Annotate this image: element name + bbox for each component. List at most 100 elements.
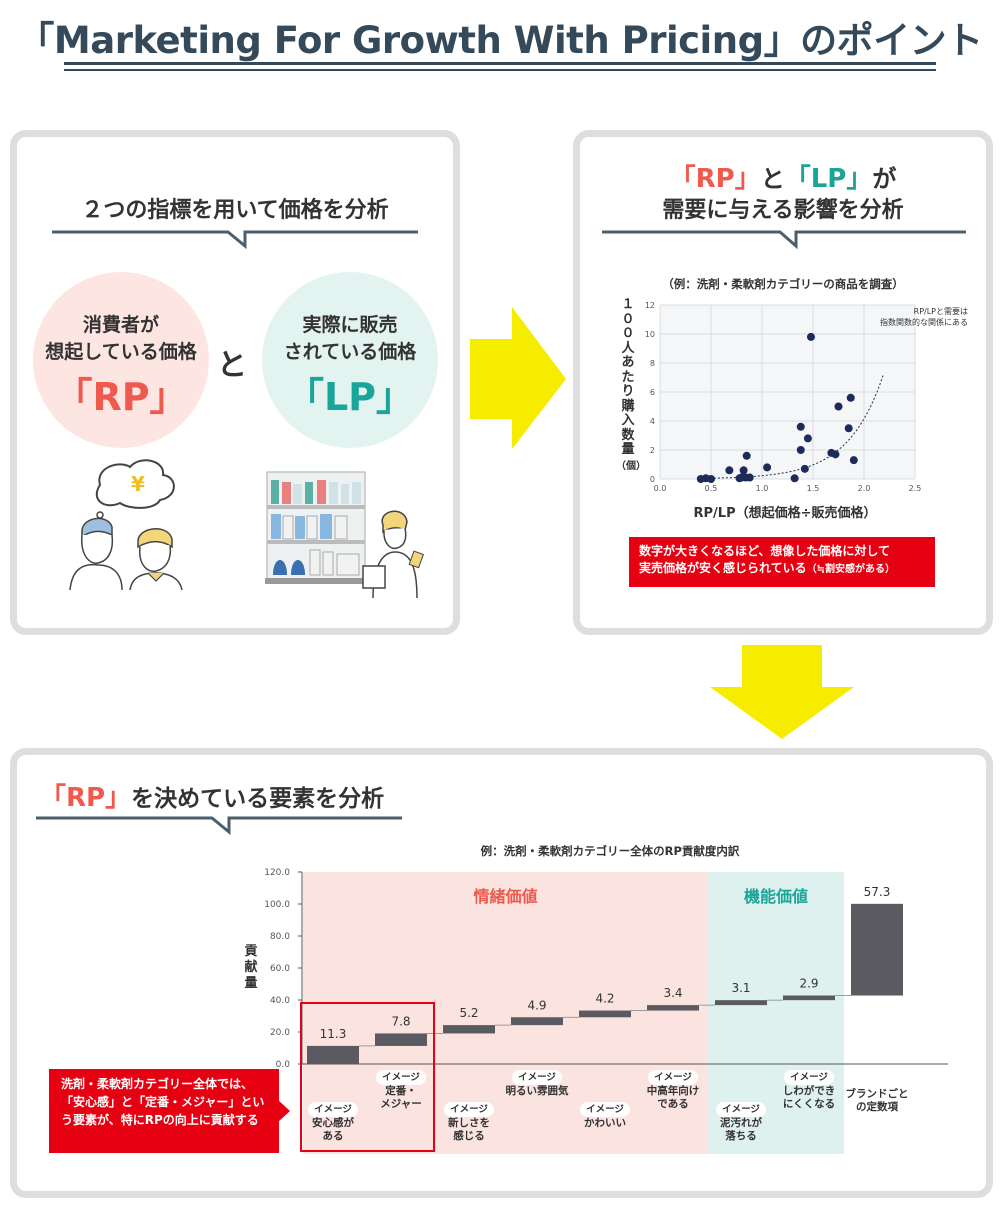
curve-note-line2: 指数関数的な関係にある [880, 318, 968, 327]
heading-ga: が [872, 165, 897, 193]
scatter-point [831, 450, 840, 459]
category-label-line: 泥汚れが [720, 1117, 762, 1129]
scatter-point [803, 434, 812, 443]
lp-circle-tag: 「LP」 [285, 375, 415, 419]
y-tick-label: 10 [645, 330, 655, 339]
waterfall-bar [647, 1005, 699, 1011]
panel1-heading-underline [52, 230, 418, 250]
y-tick-label: 100.0 [264, 900, 290, 910]
image-pill: イメージ [716, 1102, 766, 1117]
ylabel-char: あ [621, 355, 635, 370]
scatter-ylabel: １ ０ ０ 人あたり購入数量（個） [616, 297, 646, 474]
panel3-heading: 「RP」を決めている要素を分析 [40, 777, 384, 814]
callout-pointer [278, 1100, 290, 1122]
category-label-line: 落ちる [725, 1130, 757, 1142]
scatter-point [742, 451, 751, 460]
emotional-band [303, 872, 708, 1154]
scatter-point [745, 473, 754, 482]
x-tick-label: 2.5 [909, 484, 922, 493]
category-label-line: 中高年向け [646, 1085, 700, 1097]
highlight-box [300, 1002, 435, 1152]
x-tick-label: 0.5 [705, 484, 718, 493]
waterfall-bar [783, 995, 835, 1001]
bar-value-label: 4.9 [527, 998, 546, 1012]
emotional-band-label: 情緒価値 [473, 887, 538, 906]
scatter-point [844, 424, 853, 433]
scatter-point [796, 446, 805, 454]
heading-lp: 「LP」 [784, 164, 873, 194]
callout-text: 洗剤・柔軟剤カテゴリー全体では、「安心感」と「定番・メジャー」という要素が、特に… [61, 1077, 265, 1127]
bar-value-label: 5.2 [459, 1006, 478, 1020]
ylabel-char: 貢 [244, 944, 258, 959]
x-tick-label: 1.5 [807, 484, 820, 493]
scatter-point [790, 474, 799, 483]
image-pill: イメージ [444, 1102, 494, 1117]
y-tick-label: 6 [650, 388, 655, 397]
arrow-right-icon [470, 307, 566, 449]
category-label: イメージ 泥汚れが 落ちる [696, 1102, 786, 1143]
rp-circle [33, 272, 209, 448]
ylabel-char: 量 [621, 442, 635, 457]
ylabel-char: （個） [616, 460, 646, 472]
image-pill: イメージ [512, 1070, 562, 1085]
image-pill: イメージ [308, 1102, 358, 1117]
connector-to: と [217, 348, 247, 383]
y-tick-label: 80.0 [270, 932, 290, 942]
ylabel-char: 数 [621, 427, 635, 443]
callout-box: 洗剤・柔軟剤カテゴリー全体では、「安心感」と「定番・メジャー」という要素が、特に… [49, 1069, 279, 1153]
insight-small: （≒割安感がある） [806, 564, 896, 575]
ylabel-char: 献 [244, 960, 258, 975]
bar-value-label: 2.9 [799, 977, 818, 991]
x-tick-label: 2.0 [858, 484, 871, 493]
category-label: イメージ 中高年向け である [628, 1070, 718, 1111]
image-pill: イメージ [784, 1070, 834, 1085]
page-title: 「Marketing For Growth With Pricing」のポイント [17, 19, 983, 62]
waterfall-chart: 0.0 20.0 40.0 60.0 80.0 100.0 120.0 11.3 7.8 5.2 4… [264, 868, 948, 1154]
category-label-line: 感じる [453, 1130, 485, 1142]
scatter-example-note: （例：洗剤・柔軟剤カテゴリーの商品を調査） [662, 277, 904, 291]
scatter-point [739, 466, 748, 475]
category-label: イメージ かわいい [560, 1102, 650, 1130]
image-pill: イメージ [648, 1070, 698, 1085]
y-tick-label: 0.0 [276, 1060, 291, 1070]
image-pill: イメージ [580, 1102, 630, 1117]
curve-note-line1: RP/LPと需要は [913, 307, 968, 316]
panel3-heading-underline [36, 816, 402, 836]
x-tick-label: 1.0 [756, 484, 769, 493]
scatter-point [763, 463, 772, 472]
category-label-line: かわいい [584, 1117, 626, 1129]
y-tick-label: 12 [645, 301, 655, 310]
bar-value-label: 3.1 [731, 981, 750, 995]
bar-value-label: 3.4 [663, 986, 682, 1000]
waterfall-bar [375, 1033, 427, 1046]
ylabel-char: 人 [621, 340, 635, 356]
category-label: イメージ 定番・ メジャー [356, 1070, 446, 1111]
category-label-line: にくくなる [782, 1098, 836, 1110]
lp-circle-line2: されている価格 [283, 341, 417, 363]
scatter-point [849, 456, 858, 465]
waterfall-ylabel: 貢献量 [243, 944, 259, 992]
heading-rp-tag: 「RP」 [40, 783, 132, 813]
waterfall-bar [511, 1017, 563, 1026]
heading-rp: 「RP」 [669, 164, 761, 194]
category-label-line: 新しさを [448, 1117, 490, 1129]
y-tick-label: 120.0 [264, 868, 290, 878]
scatter-chart: 0.0 0.5 1.0 1.5 2.0 2.5 0 2 4 6 8 10 12 [645, 301, 922, 493]
waterfall-bar [579, 1010, 631, 1018]
category-label-line: 定番・ [385, 1085, 417, 1097]
y-tick-label: 4 [650, 417, 655, 426]
panel2-heading-line1: 「RP」と「LP」が [573, 158, 993, 195]
waterfall-bar [443, 1025, 495, 1034]
title-rule [64, 62, 936, 65]
waterfall-bar [715, 1000, 767, 1006]
lp-circle-line1: 実際に販売 [302, 314, 398, 336]
waterfall-bar [307, 1045, 359, 1064]
image-pill: イメージ [376, 1070, 426, 1085]
y-tick-label: 8 [650, 359, 655, 368]
bar-value-label: 7.8 [391, 1014, 410, 1028]
store-shelf-illustration [265, 471, 425, 599]
y-tick-label: 20.0 [270, 1028, 290, 1038]
scatter-insight-box: 数字が大きくなるほど、想像した価格に対して 実売価格が安く感じられている（≒割安… [629, 537, 935, 587]
rp-circle-tag: 「RP」 [54, 375, 188, 419]
category-label-line: の定数項 [856, 1101, 898, 1113]
